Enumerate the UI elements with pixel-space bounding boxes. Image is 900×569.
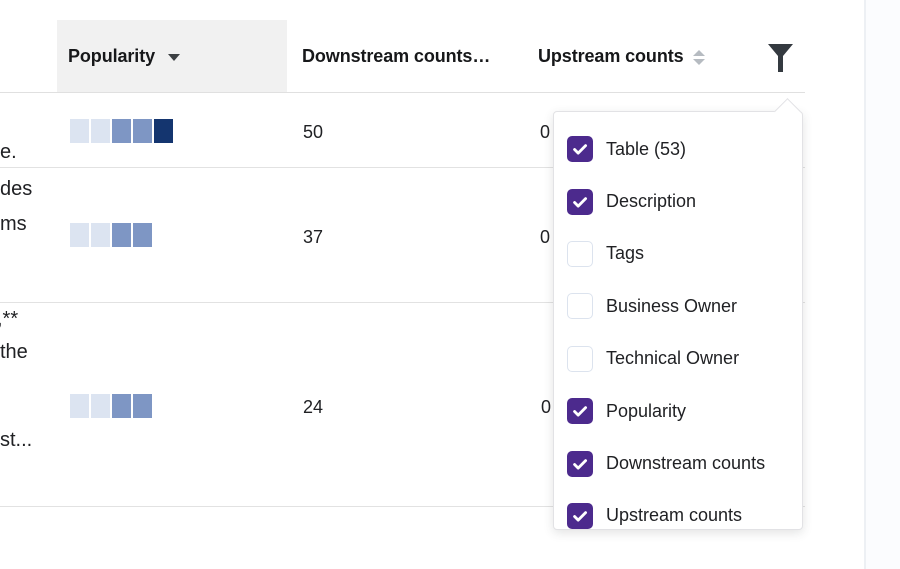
row-text-fragment: ms [0,213,27,236]
dropdown-caret [774,98,801,125]
filter-menu-item[interactable]: Downstream counts [554,437,802,489]
filter-menu-item[interactable]: Description [554,175,802,227]
filter-checkbox[interactable] [567,398,593,424]
popularity-square [112,223,131,247]
filter-menu-item[interactable]: Tags [554,228,802,280]
filter-dropdown-panel: Table (53) Description Tags Business Own… [553,111,803,530]
sort-desc-icon [168,54,180,61]
filter-checkbox[interactable] [567,293,593,319]
filter-menu-item[interactable]: Upstream counts [554,490,802,542]
popularity-square [112,119,131,143]
filter-checkbox[interactable] [567,241,593,267]
filter-checkbox[interactable] [567,451,593,477]
filter-menu-item[interactable]: Technical Owner [554,333,802,385]
popularity-header-label: Popularity [68,46,155,67]
filter-checkbox[interactable] [567,136,593,162]
column-header-popularity[interactable]: Popularity [57,20,287,92]
checkmark-icon [570,401,590,421]
popularity-square [112,394,131,418]
upstream-header-label: Upstream counts [538,46,684,67]
filter-menu-item-label: Tags [606,243,644,264]
filter-menu-item[interactable]: Table (53) [554,123,802,175]
checkmark-icon [570,506,590,526]
column-header-downstream[interactable]: Downstream counts… [302,46,490,67]
filter-menu-item-label: Downstream counts [606,453,765,474]
popularity-square [133,223,152,247]
filter-menu-item-label: Upstream counts [606,505,742,526]
filter-menu-item-label: Technical Owner [606,348,739,369]
popularity-square [91,119,110,143]
downstream-count-value: 37 [303,227,323,248]
filter-button[interactable] [766,44,794,74]
row-text-fragment: the [0,341,28,364]
row-text-fragment: e. [0,141,17,164]
checkmark-icon [570,139,590,159]
popularity-indicator [70,223,152,247]
header-divider [0,92,805,93]
filter-checkbox[interactable] [567,346,593,372]
filter-checkbox[interactable] [567,189,593,215]
filter-menu-item[interactable]: Business Owner [554,280,802,332]
row-text-fragment: st... [0,429,32,452]
checkmark-icon [570,454,590,474]
catalog-table-screen: Popularity Downstream counts… Upstream c… [0,0,900,569]
popularity-square [133,119,152,143]
filter-checkbox[interactable] [567,503,593,529]
popularity-square [91,394,110,418]
upstream-count-value: 0 [540,227,550,248]
filter-menu-item-label: Business Owner [606,296,737,317]
row-text-fragment: ,** [0,308,18,331]
filter-menu-item[interactable]: Popularity [554,385,802,437]
popularity-square [70,119,89,143]
popularity-indicator [70,119,173,143]
popularity-square [70,394,89,418]
filter-menu-item-label: Popularity [606,401,686,422]
downstream-header-label: Downstream counts… [302,46,490,66]
filter-menu-item-label: Description [606,191,696,212]
funnel-icon [768,44,793,73]
column-header-upstream[interactable]: Upstream counts [538,46,705,67]
filter-menu-item-label: Table (53) [606,139,686,160]
popularity-square [91,223,110,247]
popularity-square [70,223,89,247]
popularity-square [154,119,173,143]
popularity-square [133,394,152,418]
row-text-fragment: des [0,178,32,201]
downstream-count-value: 24 [303,397,323,418]
downstream-count-value: 50 [303,122,323,143]
checkmark-icon [570,192,590,212]
sort-arrows-icon [693,50,705,65]
upstream-count-value: 0 [541,397,551,418]
popularity-indicator [70,394,152,418]
upstream-count-value: 0 [540,122,550,143]
right-gutter [866,0,900,569]
